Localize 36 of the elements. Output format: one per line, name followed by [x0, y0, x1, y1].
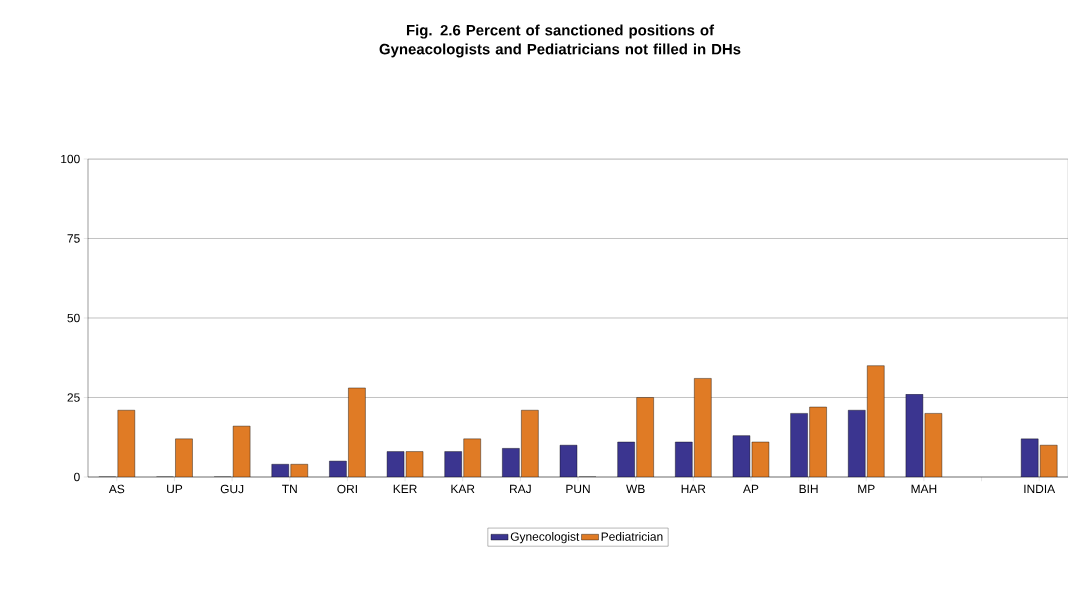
bar [521, 410, 539, 477]
y-tick-label: 25 [67, 393, 80, 402]
bar [117, 410, 135, 477]
x-tick-label: HAR [681, 484, 706, 493]
bar [809, 407, 827, 477]
x-tick-label: PUN [566, 484, 590, 494]
x-tick-label: UP [167, 484, 183, 494]
x-tick-label: MAH [911, 484, 937, 493]
legend-label: Pediatrician [601, 532, 663, 541]
x-tick-label: MP [858, 484, 875, 493]
bar [694, 378, 712, 477]
bar [175, 438, 193, 477]
bar [1020, 438, 1039, 477]
bar [867, 365, 885, 477]
x-tick-label: TN [282, 484, 297, 493]
bar [636, 397, 654, 477]
y-tick-label: 75 [67, 234, 80, 243]
legend-label: Gynecologist [510, 532, 580, 544]
x-tick-label: KER [393, 484, 417, 493]
x-tick-label: WB [626, 484, 645, 493]
x-tick-label: KAR [451, 484, 475, 493]
chart-title: Fig. 2.6 Percent of sanctioned positions of Gyneacologists and Pediatricians not filled in DHs [379, 24, 741, 58]
bar [790, 413, 808, 477]
x-tick-label: INDIA [1024, 484, 1056, 493]
y-tick-label: 50 [67, 313, 80, 323]
x-tick-label: RAJ [510, 484, 531, 494]
x-tick-label: ORI [337, 484, 357, 494]
x-tick-label: BIH [799, 484, 818, 493]
y-tick-label: 100 [61, 154, 80, 164]
x-tick-label: AP [742, 484, 759, 493]
x-tick-label: AS [108, 484, 125, 494]
y-tick-label: 0 [74, 472, 80, 482]
x-tick-label: GUJ [220, 484, 244, 494]
bar [463, 438, 481, 477]
bar [348, 387, 366, 477]
bar [848, 410, 866, 477]
